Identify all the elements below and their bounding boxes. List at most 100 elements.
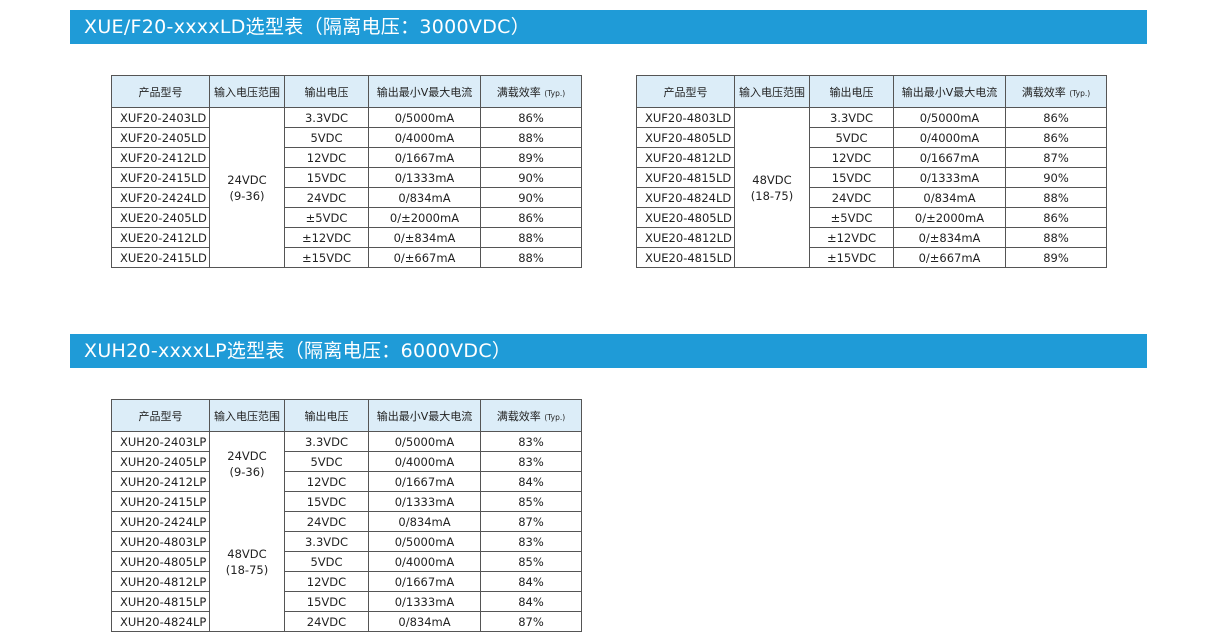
model-cell: XUE20-2415LD (111, 247, 210, 268)
header-label: 输入电压范围 (214, 409, 280, 423)
efficiency-cell: 89% (480, 147, 582, 168)
efficiency-cell: 86% (480, 107, 582, 128)
table-row: XUF20-4805LD 5VDC 0/4000mA 86% (636, 127, 1107, 148)
output-current-cell: 0/5000mA (368, 431, 481, 452)
output-current-cell: 0/5000mA (893, 107, 1006, 128)
efficiency-cell: 84% (480, 571, 582, 592)
header-label: 输入电压范围 (214, 85, 280, 99)
input-range-cell: 48VDC (18-75) (209, 531, 285, 632)
output-voltage-cell: 15VDC (284, 491, 369, 512)
header-typ-note: (Typ.) (1069, 88, 1091, 98)
header-efficiency: 满载效率 (Typ.) (1005, 75, 1107, 108)
header-label: 输出最小V最大电流 (901, 85, 998, 99)
header-row: 产品型号 输入电压范围 输出电压 输出最小V最大电流 满载效率 (Typ.) (111, 399, 582, 432)
header-label: 产品型号 (138, 85, 183, 99)
output-current-cell: 0/834mA (368, 611, 481, 632)
output-current-cell: 0/1667mA (893, 147, 1006, 168)
output-voltage-cell: ±15VDC (809, 247, 894, 268)
output-voltage-cell: 24VDC (284, 511, 369, 532)
header-input-range: 输入电压范围 (209, 75, 285, 108)
header-model: 产品型号 (636, 75, 735, 108)
output-current-cell: 0/1667mA (368, 471, 481, 492)
output-voltage-cell: ±12VDC (809, 227, 894, 248)
model-cell: XUF20-2415LD (111, 167, 210, 188)
efficiency-cell: 89% (1005, 247, 1107, 268)
output-voltage-cell: 12VDC (809, 147, 894, 168)
table-row: XUE20-2415LD ±15VDC 0/±667mA 88% (111, 247, 582, 268)
table-row: XUF20-2415LD 15VDC 0/1333mA 90% (111, 167, 582, 188)
header-input-range: 输入电压范围 (209, 399, 285, 432)
section-title-banner: XUE/F20-xxxxLD选型表（隔离电压：3000VDC） (70, 10, 1147, 44)
table-row: XUH20-4805LP 5VDC 0/4000mA 85% (111, 551, 582, 572)
efficiency-cell: 87% (1005, 147, 1107, 168)
efficiency-cell: 84% (480, 471, 582, 492)
table-row: XUH20-2412LP 12VDC 0/1667mA 84% (111, 471, 582, 492)
output-current-cell: 0/1333mA (368, 491, 481, 512)
model-cell: XUF20-2412LD (111, 147, 210, 168)
output-voltage-cell: 3.3VDC (809, 107, 894, 128)
efficiency-cell: 85% (480, 491, 582, 512)
output-current-cell: 0/1667mA (368, 147, 481, 168)
table-row: XUE20-4805LD ±5VDC 0/±2000mA 86% (636, 207, 1107, 228)
model-cell: XUH20-4803LP (111, 531, 210, 552)
model-cell: XUH20-2403LP (111, 431, 210, 452)
output-voltage-cell: 5VDC (284, 451, 369, 472)
output-voltage-cell: 15VDC (809, 167, 894, 188)
selection-table-lp: 产品型号 输入电压范围 输出电压 输出最小V最大电流 满载效率 (Typ.) XUH20-… (111, 399, 582, 632)
output-voltage-cell: 12VDC (284, 147, 369, 168)
table-row: XUF20-2403LD 24VDC (9-36) 3.3VDC 0/5000mA 86… (111, 107, 582, 268)
output-voltage-cell: 24VDC (284, 611, 369, 632)
header-output-current: 输出最小V最大电流 (368, 75, 481, 108)
efficiency-cell: 86% (1005, 107, 1107, 128)
output-voltage-cell: 12VDC (284, 571, 369, 592)
header-label: 满载效率 (496, 409, 541, 423)
selection-table-48v-ld: 产品型号 输入电压范围 输出电压 输出最小V最大电流 满载效率 (Typ.) XUF20-… (636, 75, 1107, 268)
output-voltage-cell: ±5VDC (284, 207, 369, 228)
efficiency-cell: 88% (1005, 227, 1107, 248)
output-current-cell: 0/1333mA (368, 167, 481, 188)
table-row: XUF20-4815LD 15VDC 0/1333mA 90% (636, 167, 1107, 188)
efficiency-cell: 90% (480, 187, 582, 208)
model-cell: XUF20-2403LD (111, 107, 210, 128)
output-current-cell: 0/834mA (368, 511, 481, 532)
model-cell: XUF20-4812LD (636, 147, 735, 168)
table-row: XUH20-4812LP 12VDC 0/1667mA 84% (111, 571, 582, 592)
output-current-cell: 0/1667mA (368, 571, 481, 592)
table-row: XUH20-2405LP 5VDC 0/4000mA 83% (111, 451, 582, 472)
output-voltage-cell: 24VDC (284, 187, 369, 208)
model-cell: XUF20-4805LD (636, 127, 735, 148)
model-cell: XUH20-2412LP (111, 471, 210, 492)
output-current-cell: 0/4000mA (368, 551, 481, 572)
table-row: XUF20-2424LD 24VDC 0/834mA 90% (111, 187, 582, 208)
output-voltage-cell: 3.3VDC (284, 431, 369, 452)
table-row: XUH20-2403LP 24VDC (9-36) 3.3VDC 0/5000mA 83… (111, 431, 582, 532)
output-current-cell: 0/5000mA (368, 107, 481, 128)
section-title-banner: XUH20-xxxxLP选型表（隔离电压：6000VDC） (70, 334, 1147, 368)
model-cell: XUF20-4803LD (636, 107, 735, 128)
output-current-cell: 0/±834mA (893, 227, 1006, 248)
model-cell: XUF20-4824LD (636, 187, 735, 208)
efficiency-cell: 85% (480, 551, 582, 572)
output-current-cell: 0/±2000mA (893, 207, 1006, 228)
model-cell: XUF20-2424LD (111, 187, 210, 208)
table-row: XUF20-2412LD 12VDC 0/1667mA 89% (111, 147, 582, 168)
table-row: XUH20-2424LP 24VDC 0/834mA 87% (111, 511, 582, 532)
table-row: XUE20-4815LD ±15VDC 0/±667mA 89% (636, 247, 1107, 268)
efficiency-cell: 86% (1005, 127, 1107, 148)
table-row: XUF20-4824LD 24VDC 0/834mA 88% (636, 187, 1107, 208)
efficiency-cell: 86% (480, 207, 582, 228)
model-cell: XUE20-4805LD (636, 207, 735, 228)
header-typ-note: (Typ.) (544, 88, 566, 98)
header-output-current: 输出最小V最大电流 (893, 75, 1006, 108)
model-cell: XUH20-2405LP (111, 451, 210, 472)
header-model: 产品型号 (111, 399, 210, 432)
header-row: 产品型号 输入电压范围 输出电压 输出最小V最大电流 满载效率 (Typ.) (636, 75, 1107, 108)
header-label: 输出最小V最大电流 (376, 85, 473, 99)
output-voltage-cell: 15VDC (284, 591, 369, 612)
table-row: XUH20-2415LP 15VDC 0/1333mA 85% (111, 491, 582, 512)
model-cell: XUH20-4815LP (111, 591, 210, 612)
output-current-cell: 0/4000mA (893, 127, 1006, 148)
output-current-cell: 0/834mA (893, 187, 1006, 208)
table-row: XUF20-4803LD 48VDC (18-75) 3.3VDC 0/5000mA 8… (636, 107, 1107, 268)
efficiency-cell: 84% (480, 591, 582, 612)
